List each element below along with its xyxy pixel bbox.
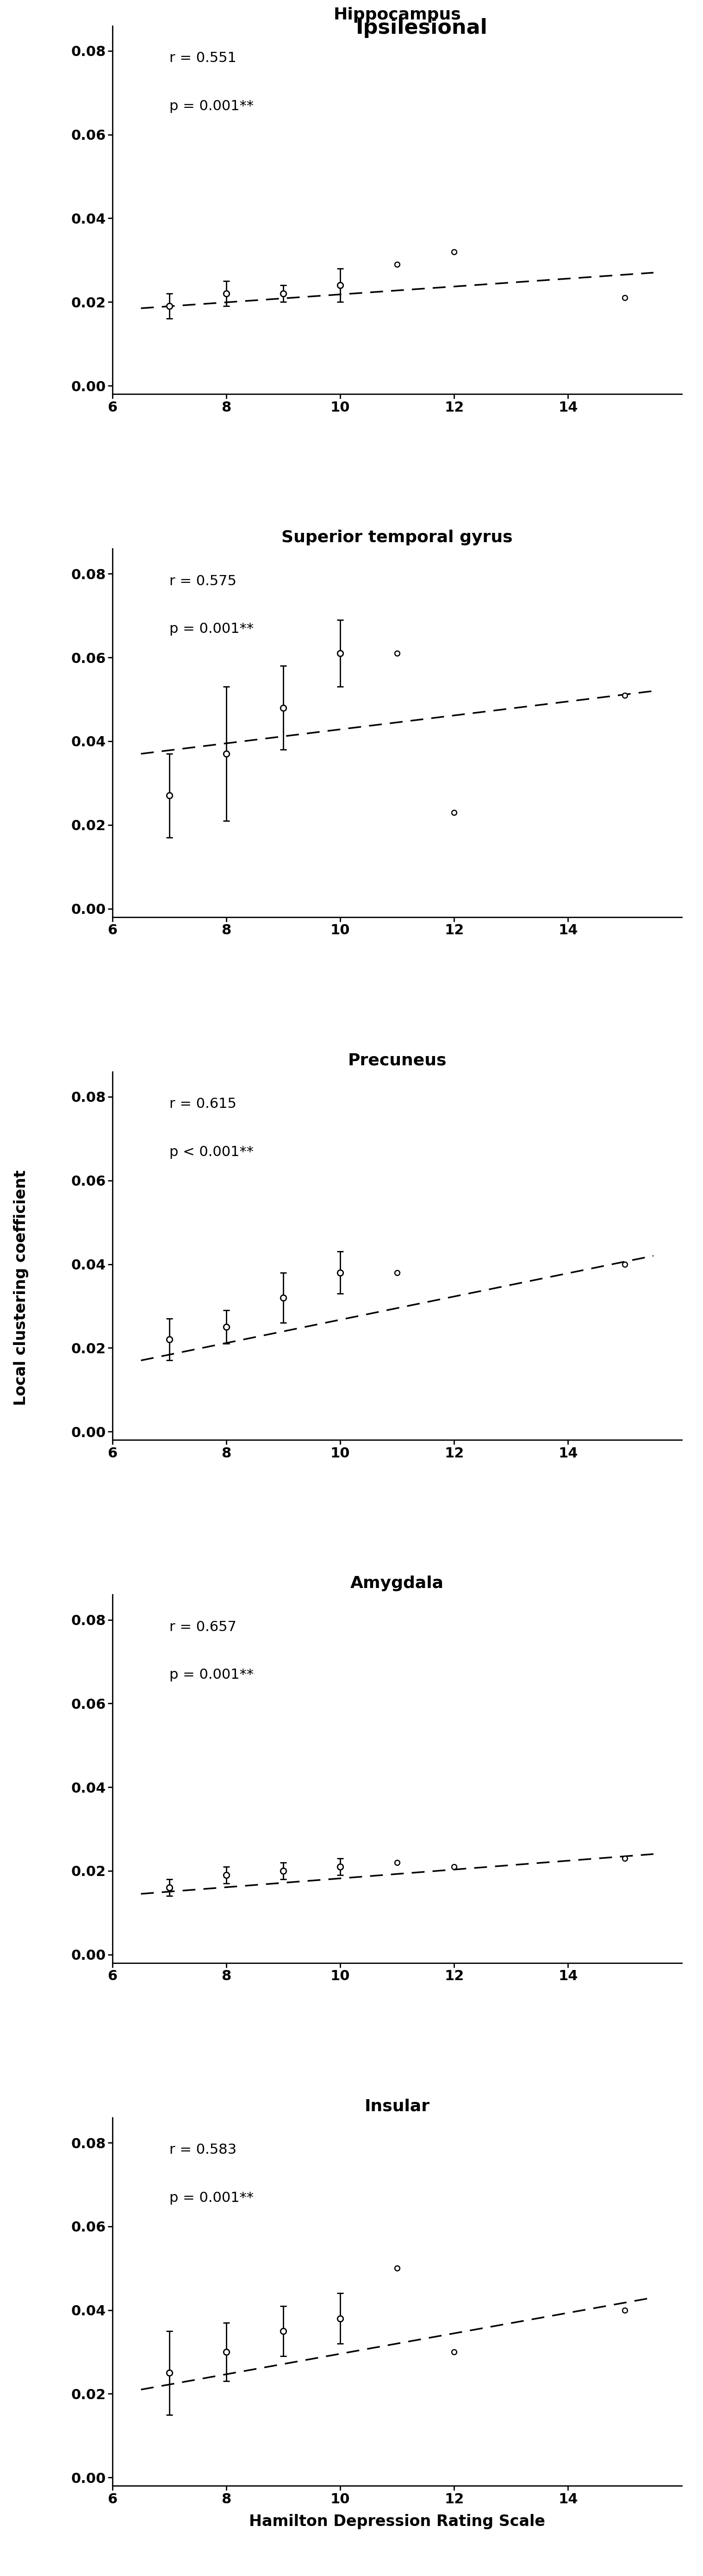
Point [392, 1252, 403, 1293]
Point [392, 2249, 403, 2290]
Title: Precuneus: Precuneus [348, 1054, 446, 1069]
Text: r = 0.575: r = 0.575 [169, 574, 236, 587]
Text: p = 0.001**: p = 0.001** [169, 1669, 254, 1682]
Point [392, 245, 403, 286]
Text: p = 0.001**: p = 0.001** [169, 100, 254, 113]
Text: p = 0.001**: p = 0.001** [169, 2192, 254, 2205]
Text: Local clustering coefficient: Local clustering coefficient [13, 1170, 29, 1406]
Point [619, 675, 631, 716]
Text: p = 0.001**: p = 0.001** [169, 623, 254, 636]
Point [619, 1837, 631, 1878]
Point [449, 1847, 460, 1888]
Point [619, 278, 631, 319]
Point [392, 634, 403, 675]
Point [619, 1244, 631, 1285]
Point [619, 2290, 631, 2331]
Title: Insular: Insular [365, 2099, 430, 2115]
Text: r = 0.551: r = 0.551 [169, 52, 236, 64]
Point [449, 791, 460, 832]
Title: Amygdala: Amygdala [351, 1577, 444, 1592]
Point [392, 1842, 403, 1883]
Text: r = 0.657: r = 0.657 [169, 1620, 236, 1633]
Text: r = 0.615: r = 0.615 [169, 1097, 236, 1110]
X-axis label: Hamilton Depression Rating Scale: Hamilton Depression Rating Scale [249, 2514, 546, 2530]
Text: Ipsilesional: Ipsilesional [356, 18, 488, 39]
Text: r = 0.583: r = 0.583 [169, 2143, 237, 2156]
Point [449, 232, 460, 273]
Point [449, 2331, 460, 2372]
Title: Hippocampus: Hippocampus [333, 8, 461, 23]
Text: p < 0.001**: p < 0.001** [169, 1146, 254, 1159]
Title: Superior temporal gyrus: Superior temporal gyrus [282, 531, 512, 546]
